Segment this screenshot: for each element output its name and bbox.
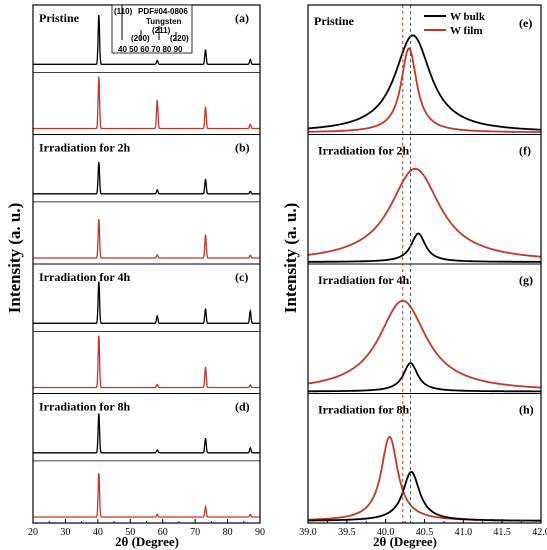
right-subpanel-title-h: Irradiation for 8h — [318, 403, 409, 417]
left-trace-a-w-bulk — [33, 15, 260, 65]
left-subpanel-title-d: Irradiation for 8h — [39, 400, 130, 414]
left-x-tick-label: 50 — [125, 527, 135, 538]
right-trace-f-w-film — [307, 167, 541, 258]
left-panel-xrd-full-range: Pristine (a) Irradiation for 2h (b) Irradiat… — [28, 4, 265, 538]
reference-pattern-inset: (110) PDF#04-0806 Tungsten (211) (200) (… — [111, 4, 193, 54]
legend-label-w-film: W film — [450, 25, 483, 37]
left-x-tick-label: 60 — [158, 527, 168, 538]
right-subpanel-tag-f: (f) — [519, 144, 531, 158]
left-trace-c-w-film — [33, 335, 260, 389]
left-y-axis-label: Intensity (a. u.) — [5, 203, 24, 314]
right-x-tick-label: 39.5 — [338, 527, 356, 538]
left-x-tick-label: 70 — [190, 527, 200, 538]
right-trace-e-w-film — [308, 47, 541, 133]
left-trace-b-w-bulk — [33, 161, 260, 195]
legend: W bulk W film — [424, 11, 486, 37]
right-subpanel-title-g: Irradiation for 4h — [318, 273, 409, 287]
left-subpanel-tag-d: (d) — [235, 400, 250, 414]
right-x-tick-label: 41.5 — [493, 527, 511, 538]
right-subpanel-title-e: Pristine — [314, 14, 355, 28]
left-subpanel-title-c: Irradiation for 4h — [39, 270, 130, 284]
right-x-tick-label: 41.0 — [455, 527, 473, 538]
right-trace-g-w-bulk — [308, 362, 541, 393]
ref-card-number: PDF#04-0806 — [138, 7, 188, 16]
right-y-axis-label: Intensity (a. u.) — [281, 203, 300, 314]
right-subpanel-title-f: Irradiation for 2h — [318, 144, 409, 158]
left-trace-b-w-film — [33, 219, 260, 259]
right-x-tick-label: 39.0 — [299, 527, 317, 538]
left-trace-c-w-bulk — [33, 281, 260, 324]
right-trace-g-w-film — [307, 300, 542, 389]
left-subpanel-title-b: Irradiation for 2h — [39, 141, 130, 155]
right-trace-e-w-bulk — [307, 34, 541, 131]
right-x-axis-label: 2θ (Degree) — [373, 534, 437, 549]
left-x-tick-label: 20 — [28, 527, 38, 538]
left-subpanel-title-a: Pristine — [39, 11, 80, 25]
left-subpanel-tag-a: (a) — [235, 11, 249, 25]
right-subpanel-tag-h: (h) — [519, 403, 534, 417]
left-subpanel-tag-c: (c) — [235, 270, 248, 284]
ref-peak-220: (220) — [170, 34, 189, 43]
right-x-tick-label: 40.5 — [416, 527, 434, 538]
ref-peak-110: (110) — [114, 7, 133, 16]
ref-material: Tungsten — [146, 17, 182, 26]
legend-label-w-bulk: W bulk — [450, 11, 486, 23]
inset-frame — [111, 4, 193, 54]
left-x-tick-label: 90 — [255, 527, 265, 538]
left-x-axis-label: 2θ (Degree) — [115, 534, 179, 549]
left-x-tick-label: 30 — [60, 527, 70, 538]
left-subpanel-tag-b: (b) — [235, 141, 250, 155]
ref-peak-211: (211) — [152, 26, 171, 35]
right-panel-110-peak-zoom: Pristine (e) Irradiation for 2h (f) Irradiat… — [299, 4, 547, 538]
ref-scale: 40 50 60 70 80 90 — [118, 45, 183, 54]
right-x-tick-label: 40.0 — [377, 527, 395, 538]
left-trace-d-w-bulk — [33, 413, 260, 454]
left-x-tick-label: 40 — [93, 527, 103, 538]
right-subpanel-tag-g: (g) — [519, 273, 533, 287]
left-trace-a-w-film — [33, 76, 260, 130]
right-x-tick-label: 42.0 — [532, 527, 547, 538]
left-x-tick-label: 80 — [223, 527, 233, 538]
left-trace-d-w-film — [33, 472, 260, 518]
right-trace-h-w-film — [308, 435, 541, 522]
ref-peak-200: (200) — [131, 34, 150, 43]
right-trace-f-w-bulk — [308, 232, 541, 263]
right-subpanel-tag-e: (e) — [519, 16, 532, 30]
